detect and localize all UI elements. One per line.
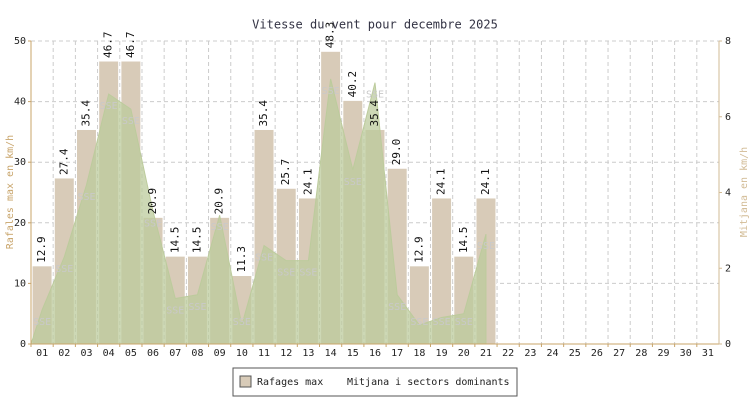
- x-tick-label: 16: [369, 348, 381, 359]
- y2-tick-label: 8: [725, 36, 731, 47]
- sector-label: SSE: [77, 192, 95, 203]
- x-tick-label: 29: [657, 348, 669, 359]
- value-label: 11.3: [235, 246, 248, 273]
- value-label: 35.4: [368, 100, 381, 127]
- sector-label: SSE: [255, 253, 273, 264]
- value-label: 48.3: [324, 22, 337, 49]
- x-tick-label: 24: [547, 348, 559, 359]
- value-label: 20.9: [146, 188, 159, 215]
- x-tick-label: 05: [125, 348, 137, 359]
- sector-label: SSE: [33, 317, 51, 328]
- x-tick-label: 08: [191, 348, 203, 359]
- value-label: 35.4: [257, 100, 270, 127]
- y2-tick-label: 6: [725, 112, 731, 123]
- value-label: 24.1: [301, 168, 314, 195]
- value-label: 46.7: [102, 31, 115, 58]
- value-label: 12.9: [35, 236, 48, 263]
- y-tick-label: 0: [20, 339, 26, 350]
- x-tick-label: 20: [458, 348, 470, 359]
- x-tick-label: 10: [236, 348, 248, 359]
- y-axis-title: Rafales max en km/h: [5, 135, 16, 249]
- x-tick-label: 06: [147, 348, 159, 359]
- value-label: 46.7: [124, 31, 137, 58]
- area: [30, 78, 487, 345]
- chart-title: Vitesse du vent pour decembre 2025: [252, 18, 498, 32]
- x-tick-label: 01: [36, 348, 48, 359]
- sector-label: SSE: [344, 177, 362, 188]
- sector-label: SSE: [299, 268, 317, 279]
- x-tick-label: 31: [702, 348, 714, 359]
- sector-label: SSE: [55, 264, 73, 275]
- x-tick-label: 09: [214, 348, 226, 359]
- legend-label: Rafages max: [257, 377, 323, 388]
- sector-label: SSE: [166, 306, 184, 317]
- value-label: 27.4: [57, 148, 70, 175]
- x-tick-label: 28: [635, 348, 647, 359]
- sector-label: SSE: [322, 86, 340, 97]
- value-label: 25.7: [279, 159, 292, 186]
- sector-label: SSE: [366, 90, 384, 101]
- x-tick-label: 26: [591, 348, 603, 359]
- x-tick-label: 18: [413, 348, 425, 359]
- sector-label: SSE: [477, 241, 495, 252]
- x-tick-label: 27: [613, 348, 625, 359]
- y2-axis-title: Mitjana en km/h: [739, 147, 750, 237]
- x-tick-label: 13: [302, 348, 314, 359]
- value-label: 14.5: [190, 227, 203, 254]
- value-label: 29.0: [390, 139, 403, 166]
- x-tick-label: 12: [280, 348, 292, 359]
- sector-label: SSE: [433, 317, 451, 328]
- x-tick-label: 25: [569, 348, 581, 359]
- legend-swatch: [239, 375, 252, 388]
- value-label: 20.9: [213, 188, 226, 215]
- sector-label: SSE: [410, 317, 428, 328]
- x-tick-label: 03: [80, 348, 92, 359]
- sector-label: SSE: [144, 218, 162, 229]
- value-label: 12.9: [412, 236, 425, 263]
- y-tick-label: 30: [14, 157, 26, 168]
- sector-label: SSE: [122, 116, 140, 127]
- y-tick-label: 10: [14, 278, 26, 289]
- value-label: 35.4: [79, 100, 92, 127]
- x-tick-label: 30: [680, 348, 692, 359]
- x-tick-label: 17: [391, 348, 403, 359]
- x-tick-label: 04: [103, 348, 115, 359]
- value-label: 40.2: [346, 71, 359, 98]
- x-tick-label: 23: [524, 348, 536, 359]
- x-tick-label: 02: [58, 348, 70, 359]
- x-tick-label: 22: [502, 348, 514, 359]
- sector-label: SSE: [100, 101, 118, 112]
- y2-tick-label: 4: [725, 188, 731, 199]
- y-tick-label: 50: [14, 36, 26, 47]
- x-tick-label: 19: [436, 348, 448, 359]
- sector-label: SSE: [277, 268, 295, 279]
- x-tick-label: 15: [347, 348, 359, 359]
- y2-tick-label: 2: [725, 263, 731, 274]
- legend-box: [232, 367, 518, 397]
- sector-label: SSE: [188, 302, 206, 313]
- value-label: 14.5: [168, 227, 181, 254]
- sector-label: SSE: [211, 222, 229, 233]
- y-tick-label: 20: [14, 218, 26, 229]
- x-tick-label: 21: [480, 348, 492, 359]
- legend-label: Mitjana i sectors dominants: [347, 377, 510, 388]
- sector-label: SSE: [233, 317, 251, 328]
- value-label: 24.1: [435, 168, 448, 195]
- sector-label: SSE: [455, 317, 473, 328]
- sector-label: SSE: [388, 302, 406, 313]
- y2-tick-label: 0: [725, 339, 731, 350]
- x-tick-label: 11: [258, 348, 270, 359]
- value-label: 14.5: [457, 227, 470, 254]
- value-label: 24.1: [479, 168, 492, 195]
- y-tick-label: 40: [14, 97, 26, 108]
- x-tick-label: 07: [169, 348, 181, 359]
- x-tick-label: 14: [325, 348, 337, 359]
